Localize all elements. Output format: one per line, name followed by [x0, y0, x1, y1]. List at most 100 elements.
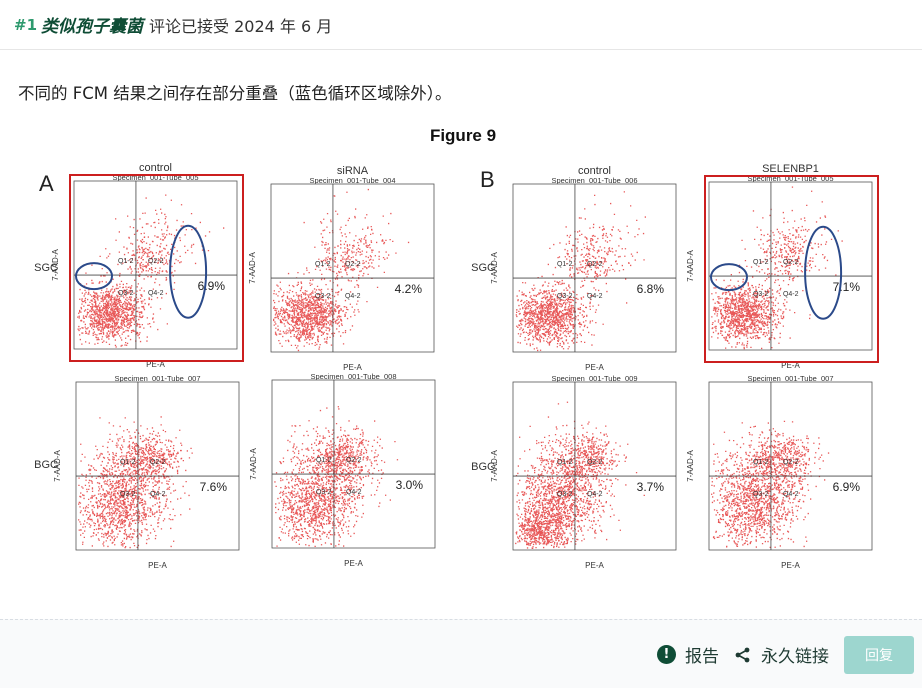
scatter-points	[77, 194, 225, 348]
specimen-label: Specimen_001-Tube_008	[310, 372, 396, 381]
y-axis-label: 7-AAD-A	[51, 249, 60, 281]
quadrant-label: Q4-2	[587, 293, 603, 300]
quadrant-label: Q3-2	[753, 491, 769, 498]
specimen-label: Specimen_001-Tube_006	[551, 176, 637, 185]
scatter-points	[711, 186, 843, 350]
quadrant-label: Q2-2	[150, 459, 166, 466]
quadrant-label: Q1-2	[753, 459, 769, 466]
quadrant-label: Q2-2	[587, 459, 603, 466]
q1-circle	[75, 262, 113, 291]
scatter-points	[273, 188, 410, 352]
species-name[interactable]: 类似孢子囊菌	[41, 17, 144, 37]
specimen-label: Specimen_001-Tube_004	[309, 176, 395, 185]
reply-button[interactable]: 回复	[844, 636, 914, 674]
specimen-label: Specimen_001-Tube_007	[747, 374, 833, 383]
row-label: SGC	[471, 262, 495, 274]
permalink-link[interactable]: 永久链接	[734, 620, 829, 688]
scatter-points	[515, 401, 645, 549]
x-axis-label: PE-A	[781, 561, 800, 570]
report-label: 报告	[685, 647, 719, 667]
row-label: BGC	[471, 461, 495, 473]
scatter-points	[515, 191, 646, 352]
y-axis-label: 7-AAD-A	[249, 448, 258, 480]
post-number[interactable]: #1	[14, 15, 38, 34]
q1-circle	[710, 263, 748, 292]
facs-plot: Specimen_001-Tube_007 Q1-2 Q2-2 Q3-2 Q4-2 PE-…	[53, 374, 240, 570]
x-axis-label: PE-A	[343, 363, 362, 372]
y-axis-label: 7-AAD-A	[686, 450, 695, 482]
figure-title: Figure 9	[430, 126, 496, 145]
quadrant-label: Q1-2	[557, 459, 573, 466]
quadrant-label: Q4-2	[587, 491, 603, 498]
figure-image: Figure 9 A B control Specimen_001-Tube_00…	[20, 118, 902, 580]
quadrant-label: Q2-2	[148, 258, 164, 265]
quadrant-label: Q3-2	[315, 293, 331, 300]
quadrant-label: Q2-2	[783, 259, 799, 266]
percent-label: 6.8%	[637, 282, 665, 296]
x-axis-label: PE-A	[148, 561, 167, 570]
quadrant-label: Q1-2	[120, 459, 136, 466]
quadrant-label: Q3-2	[557, 491, 573, 498]
facs-plot: Specimen_001-Tube_009 Q1-2 Q2-2 Q3-2 Q4-2 PE-…	[490, 374, 677, 570]
quadrant-label: Q4-2	[345, 293, 361, 300]
x-axis-label: PE-A	[146, 360, 165, 369]
quadrant-label: Q4-2	[783, 491, 799, 498]
row-label: SGC	[34, 262, 58, 274]
percent-label: 6.9%	[198, 279, 226, 293]
specimen-label: Specimen_001-Tube_007	[114, 374, 200, 383]
flow-cytometry-figure: Figure 9 A B controlSpecimen_001-Tube_00…	[34, 126, 879, 570]
facs-plot: Specimen_001-Tube_007 Q1-2 Q2-2 Q3-2 Q4-2 PE-…	[686, 374, 873, 570]
column-title: control	[578, 165, 611, 177]
specimen-label: Specimen_001-Tube_009	[551, 374, 637, 383]
quadrant-label: Q1-2	[316, 457, 332, 464]
percent-label: 3.0%	[396, 478, 424, 492]
x-axis-label: PE-A	[585, 561, 604, 570]
specimen-label: Specimen_001-Tube_005	[112, 173, 198, 182]
panel-label-b: B	[480, 167, 495, 192]
quadrant-label: Q4-2	[346, 489, 362, 496]
percent-label: 6.9%	[833, 480, 861, 494]
percent-label: 3.7%	[637, 480, 665, 494]
y-axis-label: 7-AAD-A	[490, 450, 499, 482]
x-axis-label: PE-A	[344, 559, 363, 568]
quadrant-label: Q4-2	[150, 491, 166, 498]
permalink-label: 永久链接	[761, 647, 829, 667]
percent-label: 4.2%	[395, 282, 423, 296]
share-icon	[735, 647, 750, 662]
percent-label: 7.6%	[200, 480, 228, 494]
quadrant-label: Q4-2	[783, 291, 799, 298]
quadrant-label: Q1-2	[753, 259, 769, 266]
quadrant-label: Q2-2	[783, 459, 799, 466]
quadrant-label: Q3-2	[557, 293, 573, 300]
plot-frame	[270, 183, 435, 353]
exclamation-circle-icon: !	[657, 645, 676, 664]
percent-label: 7.1%	[833, 280, 861, 294]
highlight-box	[69, 174, 244, 362]
review-status: 评论已接受 2024 年 6 月	[149, 16, 333, 36]
q2-circle	[804, 225, 843, 320]
column-title: siRNA	[337, 165, 369, 177]
comment-header: #1 类似孢子囊菌 评论已接受 2024 年 6 月	[0, 0, 922, 50]
quadrant-label: Q3-2	[120, 491, 136, 498]
quadrant-label: Q3-2	[118, 290, 134, 297]
x-axis-label: PE-A	[781, 361, 800, 370]
quadrant-label: Q3-2	[316, 489, 332, 496]
facs-plot: Specimen_001-Tube_008 Q1-2 Q2-2 Q3-2 Q4-2 PE-…	[249, 372, 436, 568]
specimen-label: Specimen_001-Tube_005	[747, 174, 833, 183]
post-body: 不同的 FCM 结果之间存在部分重叠（蓝色循环区域除外）。	[18, 84, 452, 103]
report-link[interactable]: ! 报告	[657, 620, 719, 688]
highlight-box	[704, 175, 879, 363]
scatter-points	[711, 420, 830, 548]
y-axis-label: 7-AAD-A	[490, 252, 499, 284]
column-title: SELENBP1	[762, 163, 819, 175]
panel-label-a: A	[39, 171, 54, 196]
q2-circle	[169, 224, 208, 319]
column-title: control	[139, 162, 172, 174]
y-axis-label: 7-AAD-A	[248, 252, 257, 284]
y-axis-label: 7-AAD-A	[53, 450, 62, 482]
quadrant-label: Q2-2	[587, 261, 603, 268]
quadrant-label: Q1-2	[315, 261, 331, 268]
